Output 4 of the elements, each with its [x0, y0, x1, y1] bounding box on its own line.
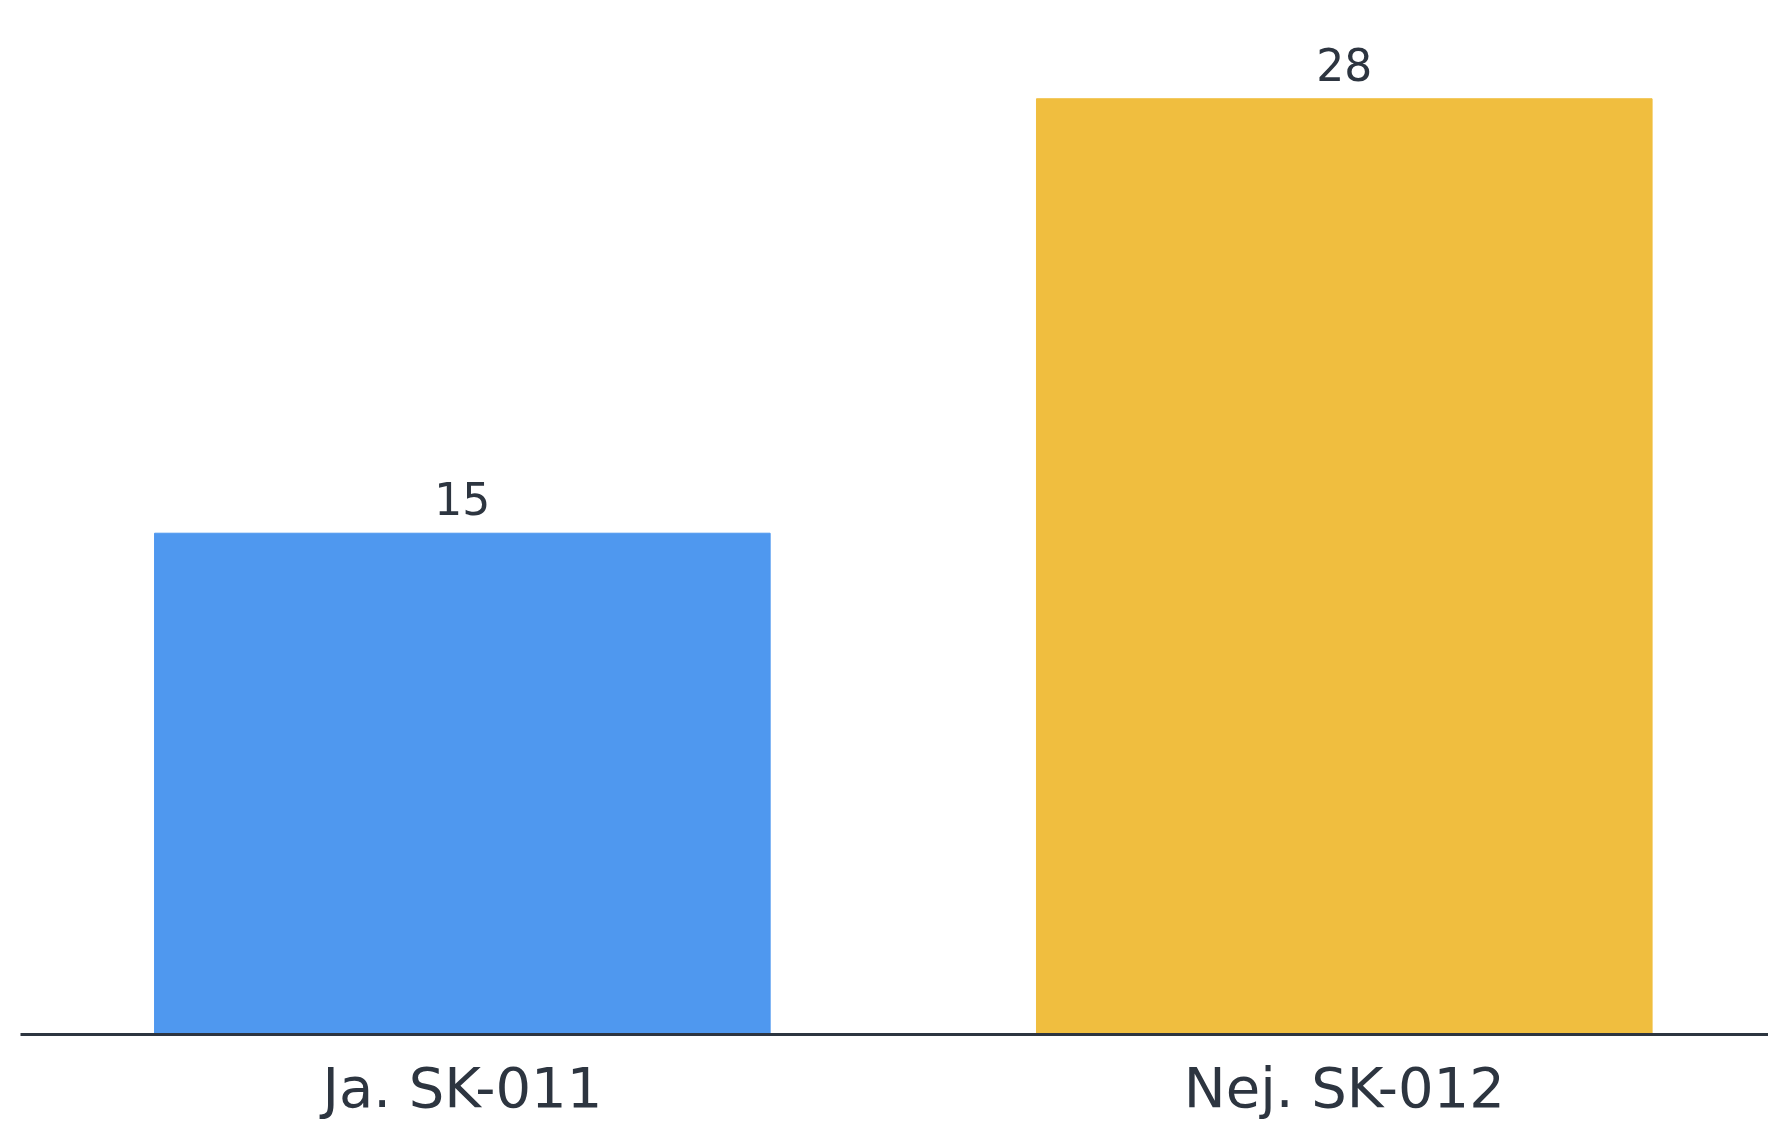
data-label: 15 — [434, 474, 491, 526]
x-tick-label: Nej. SK-012 — [1183, 1054, 1505, 1120]
x-tick-label: Ja. SK-011 — [319, 1054, 603, 1120]
data-label: 28 — [1316, 39, 1373, 91]
